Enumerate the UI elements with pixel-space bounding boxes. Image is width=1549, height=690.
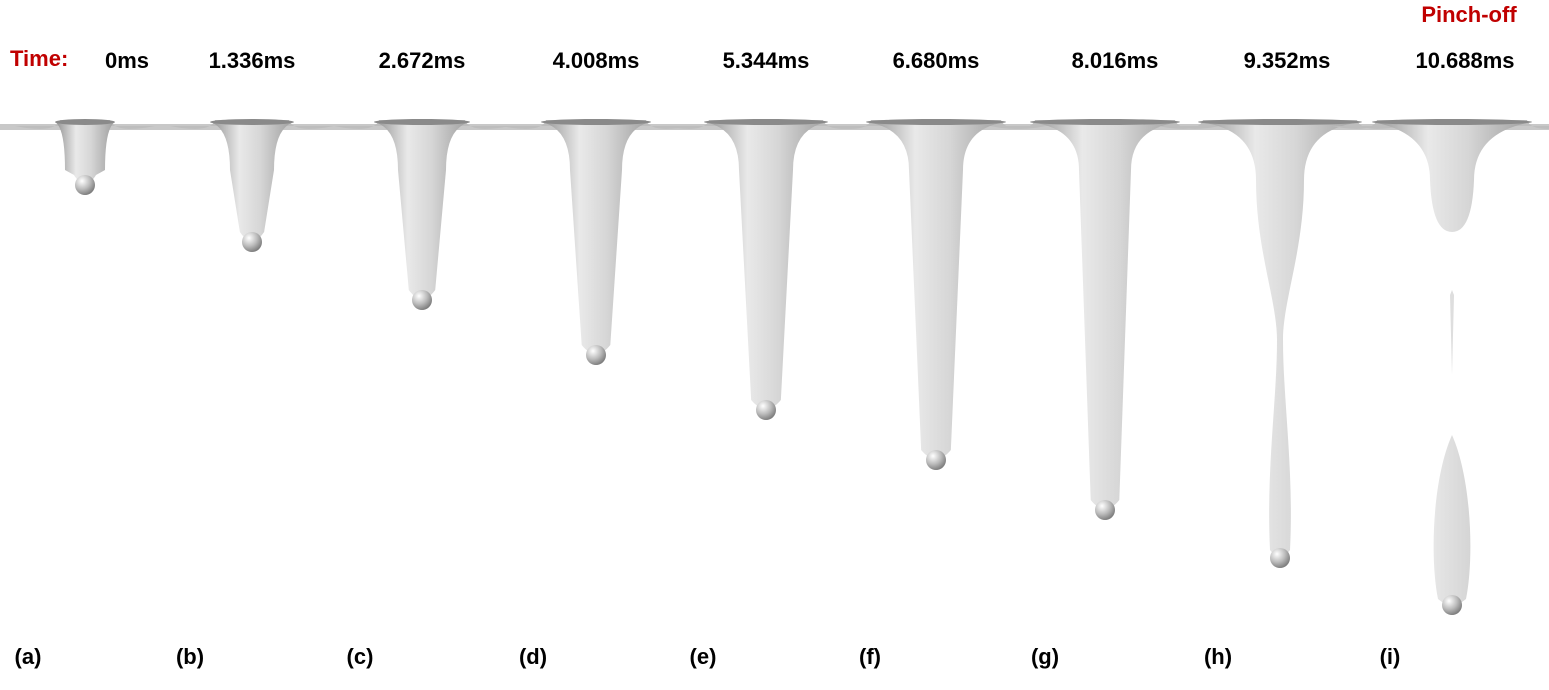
sphere: [1270, 548, 1290, 568]
time-value: 1.336ms: [209, 48, 296, 73]
cavity: [1030, 122, 1180, 509]
cavity: [55, 122, 115, 184]
panel-label: (h): [1204, 644, 1232, 669]
panel-label: (i): [1380, 644, 1401, 669]
sphere: [242, 232, 262, 252]
panel-label: (g): [1031, 644, 1059, 669]
cavity: [1198, 122, 1362, 557]
cavity-top: [1030, 119, 1180, 125]
time-label: Time:: [10, 46, 68, 71]
cavity-top: [541, 119, 651, 125]
sphere: [926, 450, 946, 470]
sphere: [1095, 500, 1115, 520]
cavity-top: [1372, 119, 1532, 125]
time-value: 10.688ms: [1415, 48, 1514, 73]
panel-label: (a): [15, 644, 42, 669]
time-value: 0ms: [105, 48, 149, 73]
panel-label: (f): [859, 644, 881, 669]
panel-label: (e): [690, 644, 717, 669]
time-value: 2.672ms: [379, 48, 466, 73]
cavity: [210, 122, 294, 241]
cavity-top: [1198, 119, 1362, 125]
sphere: [756, 400, 776, 420]
cavity: [1372, 122, 1532, 605]
cavity: [866, 122, 1006, 459]
time-value: 8.016ms: [1072, 48, 1159, 73]
cavity: [374, 122, 470, 299]
time-value: 9.352ms: [1244, 48, 1331, 73]
panel-label: (d): [519, 644, 547, 669]
sphere: [586, 345, 606, 365]
time-value: 4.008ms: [553, 48, 640, 73]
pinch-label: Pinch-off: [1421, 2, 1517, 27]
cavity-top: [704, 119, 828, 125]
sphere: [412, 290, 432, 310]
panel-label: (c): [347, 644, 374, 669]
sphere: [75, 175, 95, 195]
time-value: 6.680ms: [893, 48, 980, 73]
time-value: 5.344ms: [723, 48, 810, 73]
cavity-top: [210, 119, 294, 125]
cavity-top: [55, 119, 115, 125]
panel-label: (b): [176, 644, 204, 669]
cavity: [541, 122, 651, 354]
cavity-top: [374, 119, 470, 125]
cavity: [704, 122, 828, 409]
cavity-top: [866, 119, 1006, 125]
sphere: [1442, 595, 1462, 615]
